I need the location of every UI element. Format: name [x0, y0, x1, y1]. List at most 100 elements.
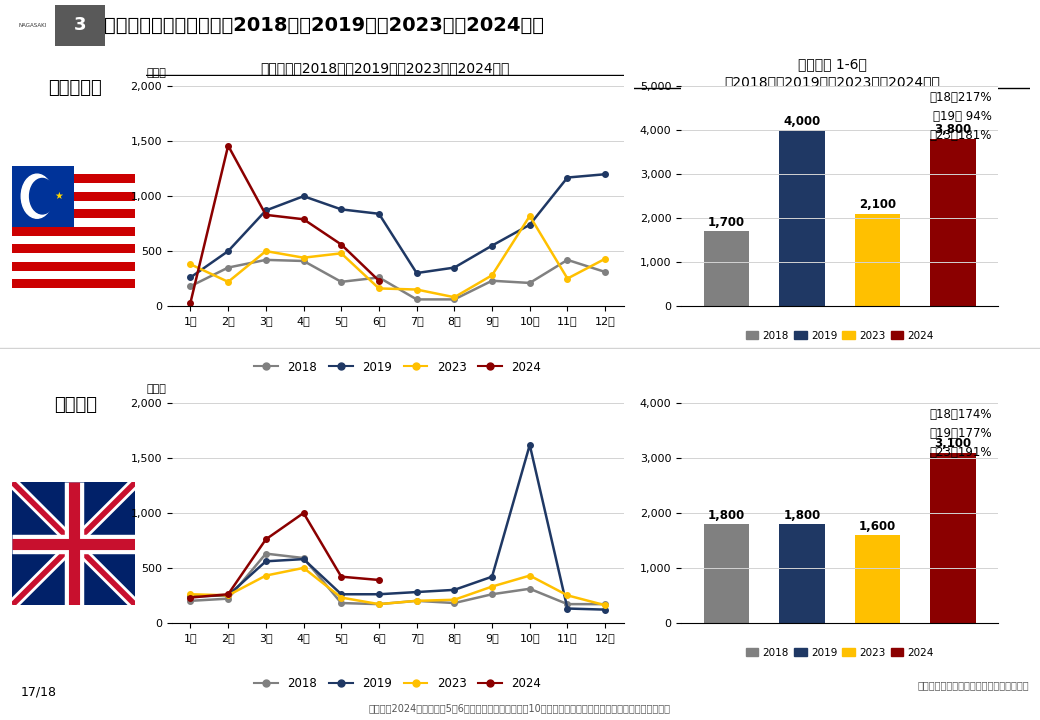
2023: [599, 254, 612, 263]
2023: [523, 571, 536, 580]
2018: [222, 594, 234, 603]
2023: [184, 260, 197, 269]
2024: [184, 298, 197, 307]
Bar: [12, 174, 135, 183]
Text: （人）: （人）: [147, 384, 166, 395]
2019: [448, 585, 461, 594]
Bar: [12, 166, 74, 227]
Bar: [931, 139, 976, 306]
2019: [562, 604, 574, 613]
2024: [372, 576, 385, 585]
Text: 同期間比 1-6月
（2018年、2019年、2023年、2024年）: 同期間比 1-6月 （2018年、2019年、2023年、2024年）: [724, 57, 940, 89]
Line: 2023: 2023: [187, 565, 608, 608]
2019: [372, 210, 385, 218]
2019: [562, 174, 574, 182]
2024: [372, 276, 385, 285]
2023: [562, 591, 574, 600]
Text: 3,100: 3,100: [935, 438, 971, 451]
Bar: [855, 535, 901, 623]
2023: [448, 595, 461, 604]
2019: [599, 606, 612, 614]
Text: 資料：長崎市モバイル空間統計を基に作成: 資料：長崎市モバイル空間統計を基に作成: [918, 680, 1030, 690]
Text: 2,100: 2,100: [859, 198, 896, 211]
Text: 1,600: 1,600: [859, 520, 896, 533]
Bar: [12, 262, 135, 271]
Bar: [12, 201, 135, 210]
2024: [297, 215, 310, 224]
Bar: [855, 214, 901, 306]
2018: [448, 295, 461, 304]
2023: [222, 277, 234, 286]
FancyBboxPatch shape: [55, 4, 105, 46]
Text: イギリス: イギリス: [54, 396, 97, 414]
2019: [335, 205, 347, 214]
2024: [335, 572, 347, 581]
2023: [599, 601, 612, 610]
2023: [372, 600, 385, 608]
Text: 17/18: 17/18: [21, 685, 57, 698]
2019: [411, 588, 423, 596]
Line: 2024: 2024: [187, 510, 382, 600]
2019: [523, 220, 536, 229]
2019: [297, 555, 310, 564]
Bar: [704, 524, 749, 623]
Bar: [12, 218, 135, 227]
Bar: [12, 192, 135, 201]
Line: 2019: 2019: [187, 171, 608, 280]
Text: ★: ★: [54, 192, 63, 201]
2018: [486, 590, 498, 598]
Bar: [12, 253, 135, 262]
Text: （注）　2024年の数値は5～6月速報値。表示の数値は10人単位を四捨五入。増加率は元データにより算出: （注） 2024年の数値は5～6月速報値。表示の数値は10人単位を四捨五入。増加…: [369, 703, 671, 714]
2024: [184, 593, 197, 602]
Text: 4,000: 4,000: [783, 114, 821, 127]
2019: [260, 557, 272, 566]
Line: 2019: 2019: [187, 442, 608, 613]
Line: 2024: 2024: [187, 143, 382, 305]
Legend: 2018, 2019, 2023, 2024: 2018, 2019, 2023, 2024: [250, 672, 546, 695]
2023: [523, 212, 536, 220]
2024: [260, 535, 272, 544]
2023: [184, 590, 197, 598]
Text: 3,800: 3,800: [935, 123, 971, 137]
Circle shape: [29, 179, 55, 214]
Text: 1,800: 1,800: [708, 509, 745, 522]
Bar: [12, 271, 135, 279]
2019: [372, 590, 385, 598]
2018: [411, 596, 423, 605]
2018: [184, 596, 197, 605]
2018: [297, 554, 310, 562]
2019: [222, 591, 234, 600]
Text: NAGASAKI: NAGASAKI: [19, 23, 47, 27]
2023: [335, 249, 347, 258]
2024: [335, 240, 347, 249]
2023: [335, 593, 347, 602]
Line: 2023: 2023: [187, 213, 608, 300]
Bar: [779, 524, 825, 623]
2019: [260, 206, 272, 215]
2018: [297, 256, 310, 265]
2024: [297, 508, 310, 517]
Text: 3: 3: [74, 17, 86, 34]
Text: 1,800: 1,800: [783, 509, 821, 522]
2019: [297, 192, 310, 201]
Text: 年間推移（2018年、2019年、2023年、2024年）: 年間推移（2018年、2019年、2023年、2024年）: [260, 61, 510, 76]
2023: [260, 571, 272, 580]
2018: [562, 600, 574, 608]
Bar: [779, 130, 825, 306]
Bar: [12, 166, 135, 174]
2019: [222, 247, 234, 256]
Bar: [12, 227, 135, 235]
2019: [335, 590, 347, 598]
2018: [411, 295, 423, 304]
Circle shape: [21, 174, 53, 218]
Text: 対18年174%
対19年177%
対23年191%: 対18年174% 対19年177% 対23年191%: [930, 408, 992, 459]
2023: [411, 596, 423, 605]
2018: [372, 273, 385, 282]
2024: [222, 590, 234, 598]
2023: [372, 284, 385, 293]
2019: [448, 264, 461, 272]
2023: [562, 274, 574, 283]
2018: [486, 276, 498, 285]
2018: [599, 268, 612, 276]
2023: [222, 591, 234, 600]
